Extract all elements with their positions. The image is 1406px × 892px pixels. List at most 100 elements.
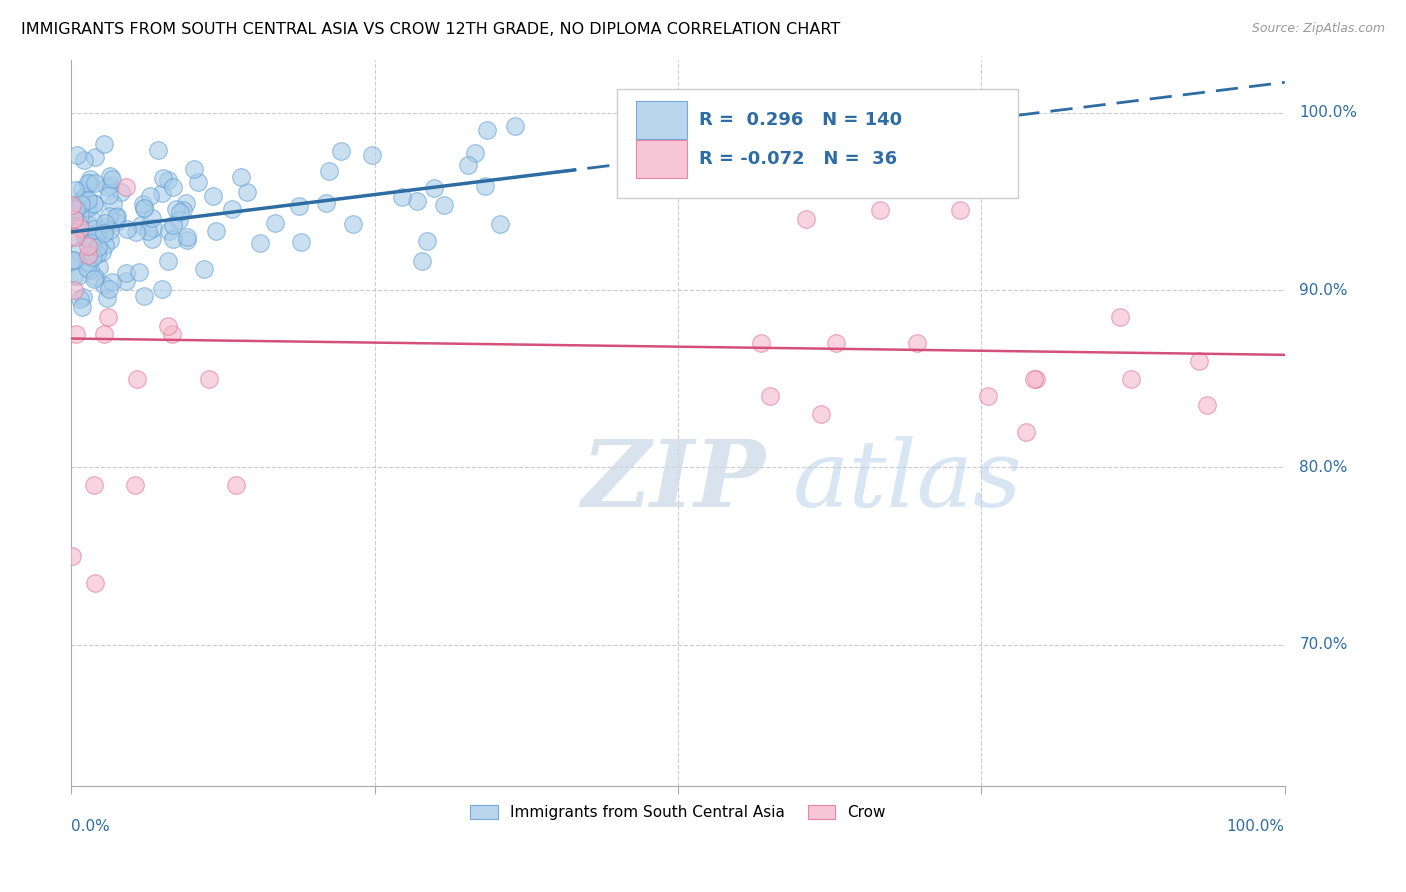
Point <box>76 193 98 207</box>
Point <box>67 217 90 231</box>
Point <box>162 180 184 194</box>
Point <box>167 213 190 227</box>
Point <box>433 198 456 212</box>
Point <box>70 300 93 314</box>
Point <box>103 196 125 211</box>
Point <box>288 198 311 212</box>
Point <box>249 235 271 250</box>
Point <box>176 230 198 244</box>
Point <box>80 235 103 250</box>
Point <box>97 209 120 223</box>
Point <box>162 232 184 246</box>
Point <box>202 189 225 203</box>
Point <box>1022 372 1045 386</box>
Point <box>411 254 433 268</box>
Point <box>62 209 84 223</box>
Point <box>75 190 97 204</box>
Point <box>125 225 148 239</box>
Point <box>76 260 98 275</box>
Point <box>796 212 818 227</box>
Point <box>115 180 138 194</box>
Point <box>69 195 91 210</box>
Point <box>464 145 486 160</box>
Point <box>134 202 156 216</box>
Point <box>62 253 84 268</box>
Point <box>79 176 101 190</box>
Point <box>80 238 103 252</box>
Point <box>1025 372 1047 386</box>
Text: R = -0.072   N =  36: R = -0.072 N = 36 <box>699 150 897 169</box>
Point <box>67 244 90 259</box>
Point <box>422 180 444 194</box>
Point <box>141 232 163 246</box>
Point <box>160 327 183 342</box>
Point <box>1197 398 1219 412</box>
Point <box>73 230 96 244</box>
Point <box>69 221 91 235</box>
Point <box>416 234 439 248</box>
Point <box>62 212 84 227</box>
Point <box>83 150 105 164</box>
Point <box>174 195 197 210</box>
Point <box>176 233 198 247</box>
Point <box>73 153 96 167</box>
Point <box>824 336 846 351</box>
Point <box>488 217 510 231</box>
Point <box>132 196 155 211</box>
Point <box>165 202 187 216</box>
Point <box>83 196 105 211</box>
Point <box>83 222 105 236</box>
Point <box>70 196 93 211</box>
Point <box>204 224 226 238</box>
Point <box>75 200 97 214</box>
Point <box>94 237 117 252</box>
Point <box>79 171 101 186</box>
Point <box>77 239 100 253</box>
Point <box>457 157 479 171</box>
Text: atlas: atlas <box>793 436 1022 526</box>
FancyBboxPatch shape <box>617 88 1018 198</box>
Point <box>84 176 107 190</box>
Point <box>90 244 112 259</box>
Point <box>77 218 100 232</box>
Point <box>152 170 174 185</box>
Point <box>63 212 86 227</box>
Point <box>132 288 155 302</box>
Point <box>97 310 120 324</box>
Point <box>290 235 312 249</box>
Point <box>1119 372 1142 386</box>
Point <box>82 250 104 264</box>
Point <box>86 226 108 240</box>
Point <box>114 266 136 280</box>
Point <box>146 143 169 157</box>
Point <box>63 283 86 297</box>
Point <box>93 327 115 342</box>
Point <box>83 272 105 286</box>
Point <box>67 268 90 283</box>
Point <box>129 218 152 232</box>
Point <box>225 478 247 492</box>
Point <box>1188 354 1211 368</box>
Point <box>134 202 156 216</box>
Point <box>124 478 146 492</box>
Point <box>82 213 104 227</box>
Point <box>83 246 105 260</box>
Text: 90.0%: 90.0% <box>1299 283 1348 298</box>
Point <box>115 275 138 289</box>
Point <box>105 210 128 224</box>
Point <box>475 122 498 136</box>
Point <box>83 478 105 492</box>
Point <box>391 189 413 203</box>
Point <box>977 389 1000 403</box>
Point <box>1015 425 1038 439</box>
Point <box>101 275 124 289</box>
Point <box>77 201 100 215</box>
Text: Source: ZipAtlas.com: Source: ZipAtlas.com <box>1251 22 1385 36</box>
Point <box>749 336 772 351</box>
Point <box>62 252 84 267</box>
Point <box>949 203 972 218</box>
Point <box>69 293 91 307</box>
Point <box>94 215 117 229</box>
Point <box>97 282 120 296</box>
Point <box>63 252 86 267</box>
